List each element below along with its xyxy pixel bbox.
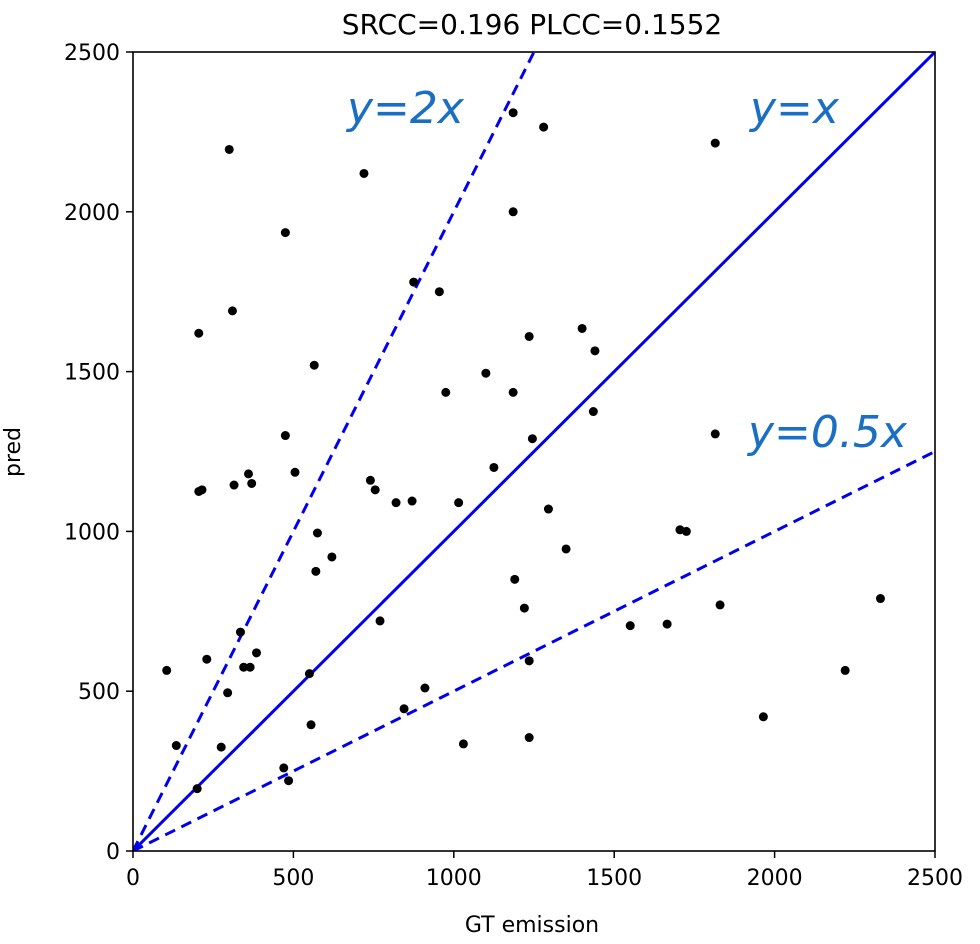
line-annotations: y=x y=2x y=0.5x (345, 83, 908, 458)
data-point (239, 662, 249, 672)
data-point (309, 360, 319, 370)
data-point (252, 648, 262, 658)
data-point (235, 627, 245, 637)
data-point (481, 368, 491, 378)
data-point (524, 656, 534, 666)
data-point (588, 407, 598, 417)
annotation-label: y=2x (345, 83, 465, 134)
y-tick-label: 1000 (64, 520, 120, 545)
data-point (840, 665, 850, 675)
data-point (192, 784, 202, 794)
reference-line-0 (133, 52, 935, 851)
data-point (508, 108, 518, 118)
data-point (508, 387, 518, 397)
data-point (875, 594, 885, 604)
data-point (489, 462, 499, 472)
data-point (284, 776, 294, 786)
data-point (327, 552, 337, 562)
data-point (519, 603, 529, 613)
data-point (420, 683, 430, 693)
data-point (245, 662, 255, 672)
data-point (577, 323, 587, 333)
data-point (710, 429, 720, 439)
data-point (243, 469, 253, 479)
data-point (458, 739, 468, 749)
y-tick-label: 1500 (64, 361, 120, 386)
data-point (524, 331, 534, 341)
reference-line-1 (133, 52, 536, 851)
y-tick-label: 500 (78, 680, 120, 705)
x-tick-label: 1000 (426, 866, 482, 891)
data-point (223, 688, 233, 698)
data-point (510, 574, 520, 584)
data-point (710, 138, 720, 148)
data-point (229, 480, 239, 490)
data-point (365, 475, 375, 485)
y-axis-ticks: 0 500 1000 1500 2000 2500 (64, 41, 133, 865)
x-tick-label: 2500 (907, 866, 963, 891)
data-point (375, 616, 385, 626)
y-tick-label: 2500 (64, 41, 120, 66)
data-point (625, 621, 635, 631)
data-point (590, 346, 600, 356)
data-point (197, 485, 207, 495)
x-axis-ticks: 0 500 1000 1500 2000 2500 (126, 851, 963, 891)
data-point (370, 485, 380, 495)
annotation-label: y=0.5x (746, 407, 908, 458)
data-point (662, 619, 672, 629)
data-point (280, 228, 290, 238)
x-axis-label: GT emission (465, 913, 599, 938)
data-point (758, 712, 768, 722)
data-point (162, 665, 172, 675)
data-point (407, 496, 417, 506)
data-point (359, 168, 369, 178)
data-point (409, 277, 419, 287)
data-point (247, 478, 257, 488)
data-point (306, 720, 316, 730)
plot-frame (132, 51, 936, 852)
data-point (280, 431, 290, 441)
data-point (216, 742, 226, 752)
data-point (312, 528, 322, 538)
data-point (454, 498, 464, 508)
x-tick-label: 1500 (586, 866, 642, 891)
data-point (391, 498, 401, 508)
x-tick-label: 500 (272, 866, 314, 891)
data-point (227, 306, 237, 316)
y-tick-label: 0 (106, 840, 120, 865)
annotation-label: y=x (748, 83, 840, 134)
data-point (524, 733, 534, 743)
reference-lines (133, 52, 935, 851)
data-point (715, 600, 725, 610)
data-point (171, 741, 181, 751)
reference-line-2 (133, 450, 935, 851)
data-point (311, 566, 321, 576)
data-point (543, 504, 553, 514)
y-tick-label: 2000 (64, 201, 120, 226)
data-point (681, 526, 691, 536)
data-point (304, 669, 314, 679)
data-point (279, 763, 289, 773)
data-points (162, 108, 885, 794)
data-point (561, 544, 571, 554)
y-axis-label: pred (1, 427, 26, 477)
x-tick-label: 2000 (747, 866, 803, 891)
x-tick-label: 0 (126, 866, 140, 891)
chart-title: SRCC=0.196 PLCC=0.1552 (342, 8, 722, 41)
data-point (202, 654, 212, 664)
data-point (434, 287, 444, 297)
data-point (194, 328, 204, 338)
data-point (441, 387, 451, 397)
data-point (290, 467, 300, 477)
data-point (539, 122, 549, 132)
data-point (399, 704, 409, 714)
data-point (527, 434, 537, 444)
data-point (508, 207, 518, 217)
data-point (224, 144, 234, 154)
